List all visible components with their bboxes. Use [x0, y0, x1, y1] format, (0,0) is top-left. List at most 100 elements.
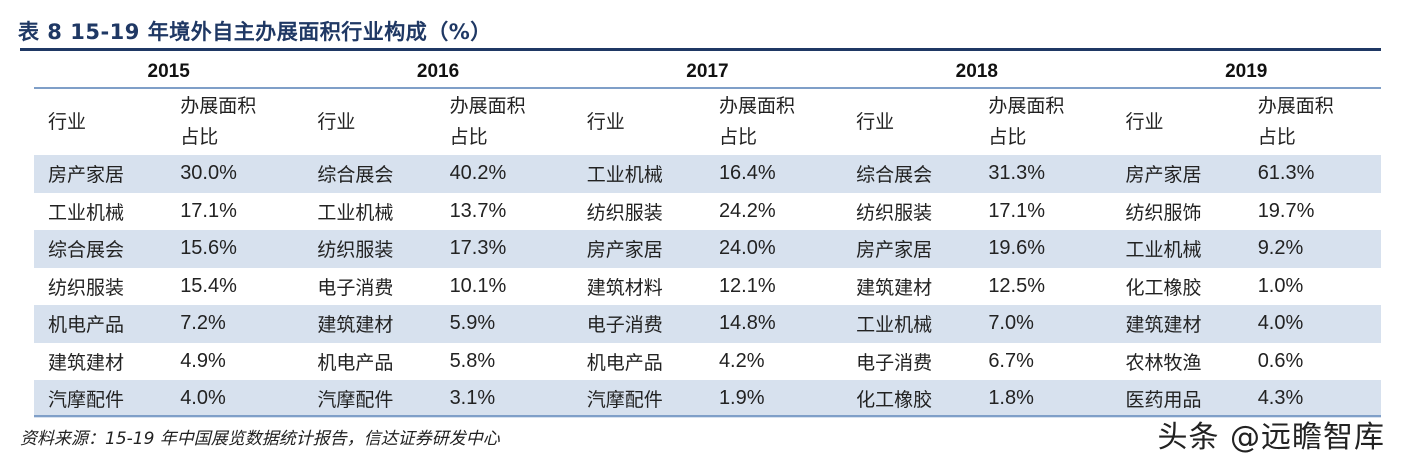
year-header: 2015: [34, 56, 304, 89]
industry-column-header: 行业: [48, 110, 87, 133]
share-cell: 1.9%: [706, 380, 843, 418]
industry-cell: 建筑材料: [586, 276, 663, 299]
table-row: 工业机械 17.1% 工业机械 13.7% 纺织服装 24.2% 纺织服装 17.1% 纺织服饰…: [34, 193, 1381, 231]
industry-cell: 农林牧渔: [1125, 351, 1202, 374]
share-cell: 12.5%: [988, 274, 1046, 297]
share-cell: 61.3%: [1245, 155, 1381, 193]
share-cell: 31.3%: [976, 155, 1112, 193]
table-row: 纺织服装 15.4% 电子消费 10.1% 建筑材料 12.1% 建筑建材 12.5% 化工橡胶…: [34, 268, 1381, 306]
industry-column-header: 行业: [1125, 110, 1164, 133]
industry-cell: 机电产品: [317, 351, 394, 374]
industry-column-header: 行业: [856, 110, 895, 133]
share-column-header: 办展面积 占比: [1257, 95, 1334, 148]
industry-cell: 房产家居: [34, 155, 169, 193]
bottom-rule: [34, 415, 1381, 417]
watermark: 头条 @远瞻智库: [1157, 420, 1385, 455]
industry-cell: 纺织服装: [303, 230, 438, 268]
industry-cell: 工业机械: [48, 201, 125, 224]
share-cell: 4.0%: [1245, 305, 1381, 343]
industry-cell: 建筑建材: [48, 351, 125, 374]
share-cell: 13.7%: [449, 199, 507, 222]
share-column-header: 办展面积 占比: [180, 95, 257, 148]
industry-cell: 纺织服装: [48, 276, 125, 299]
share-column-header: 办展面积 占比: [449, 95, 526, 148]
industry-cell: 房产家居: [842, 230, 977, 268]
industry-cell: 机电产品: [34, 305, 169, 343]
year-header-row: 2015 2016 2017 2018 2019: [34, 56, 1381, 89]
share-cell: 1.8%: [976, 380, 1112, 418]
table-row: 机电产品 7.2% 建筑建材 5.9% 电子消费 14.8% 工业机械 7.0% 建筑建材 4.0…: [34, 305, 1381, 343]
industry-cell: 综合展会: [842, 155, 977, 193]
year-header: 2018: [842, 56, 1112, 89]
share-cell: 24.2%: [718, 199, 776, 222]
share-cell: 4.9%: [180, 349, 226, 372]
share-cell: 40.2%: [437, 155, 573, 193]
share-cell: 7.0%: [976, 305, 1112, 343]
share-cell: 9.2%: [1245, 230, 1381, 268]
share-column-header: 办展面积 占比: [718, 95, 795, 148]
industry-cell: 建筑建材: [856, 276, 933, 299]
table-row: 综合展会 15.6% 纺织服装 17.3% 房产家居 24.0% 房产家居 19.6% 工业机械…: [34, 230, 1381, 268]
industry-cell: 汽摩配件: [572, 380, 707, 418]
industry-cell: 工业机械: [572, 155, 707, 193]
industry-cell: 工业机械: [1111, 230, 1246, 268]
industry-cell: 综合展会: [34, 230, 169, 268]
industry-cell: 电子消费: [856, 351, 933, 374]
industry-share-table: 2015 2016 2017 2018 2019 行业 办展面积 占比 行业 办展…: [34, 56, 1381, 418]
column-header-row: 行业 办展面积 占比 行业 办展面积 占比 行业 办展面积 占比 行业 办展面积 占比 …: [34, 88, 1381, 155]
share-cell: 19.6%: [976, 230, 1112, 268]
year-header: 2019: [1111, 56, 1381, 89]
share-cell: 30.0%: [168, 155, 304, 193]
share-cell: 17.3%: [437, 230, 573, 268]
industry-cell: 汽摩配件: [303, 380, 438, 418]
share-cell: 10.1%: [449, 274, 507, 297]
share-cell: 15.6%: [168, 230, 304, 268]
industry-cell: 机电产品: [586, 351, 663, 374]
industry-cell: 建筑建材: [1111, 305, 1246, 343]
share-column-header: 办展面积 占比: [988, 95, 1065, 148]
industry-cell: 电子消费: [572, 305, 707, 343]
top-rule: [20, 48, 1381, 51]
share-cell: 17.1%: [180, 199, 237, 222]
share-cell: 19.7%: [1257, 199, 1315, 222]
share-cell: 1.0%: [1257, 274, 1304, 297]
share-cell: 7.2%: [168, 305, 304, 343]
share-cell: 16.4%: [706, 155, 843, 193]
industry-column-header: 行业: [586, 110, 625, 133]
industry-cell: 建筑建材: [303, 305, 438, 343]
industry-cell: 化工橡胶: [842, 380, 977, 418]
share-cell: 0.6%: [1257, 349, 1304, 372]
share-cell: 17.1%: [988, 199, 1046, 222]
share-cell: 4.0%: [168, 380, 304, 418]
industry-cell: 工业机械: [317, 201, 394, 224]
share-cell: 24.0%: [706, 230, 843, 268]
year-header: 2016: [303, 56, 573, 89]
share-cell: 5.8%: [449, 349, 496, 372]
industry-cell: 化工橡胶: [1125, 276, 1202, 299]
industry-cell: 房产家居: [572, 230, 707, 268]
share-cell: 12.1%: [718, 274, 776, 297]
industry-cell: 医药用品: [1111, 380, 1246, 418]
table-row: 汽摩配件 4.0% 汽摩配件 3.1% 汽摩配件 1.9% 化工橡胶 1.8% 医药用品 4.3%: [34, 380, 1381, 418]
industry-cell: 汽摩配件: [34, 380, 169, 418]
industry-cell: 纺织服装: [586, 201, 663, 224]
share-cell: 4.3%: [1245, 380, 1381, 418]
industry-column-header: 行业: [317, 110, 356, 133]
industry-cell: 房产家居: [1111, 155, 1246, 193]
industry-cell: 纺织服饰: [1125, 201, 1202, 224]
table-row: 建筑建材 4.9% 机电产品 5.8% 机电产品 4.2% 电子消费 6.7% 农林牧渔 0.6%: [34, 343, 1381, 381]
share-cell: 4.2%: [718, 349, 765, 372]
share-cell: 14.8%: [706, 305, 843, 343]
share-cell: 5.9%: [437, 305, 573, 343]
table-row: 房产家居 30.0% 综合展会 40.2% 工业机械 16.4% 综合展会 31.3% 房产家居…: [34, 155, 1381, 193]
share-cell: 6.7%: [988, 349, 1034, 372]
share-cell: 3.1%: [437, 380, 573, 418]
industry-cell: 工业机械: [842, 305, 977, 343]
source-note: 资料来源：15-19 年中国展览数据统计报告，信达证券研发中心: [20, 429, 500, 449]
table-title: 表 8 15-19 年境外自主办展面积行业构成（%）: [18, 20, 492, 44]
industry-cell: 综合展会: [303, 155, 438, 193]
industry-cell: 电子消费: [317, 276, 394, 299]
year-header: 2017: [572, 56, 843, 89]
industry-cell: 纺织服装: [856, 201, 933, 224]
share-cell: 15.4%: [180, 274, 237, 297]
